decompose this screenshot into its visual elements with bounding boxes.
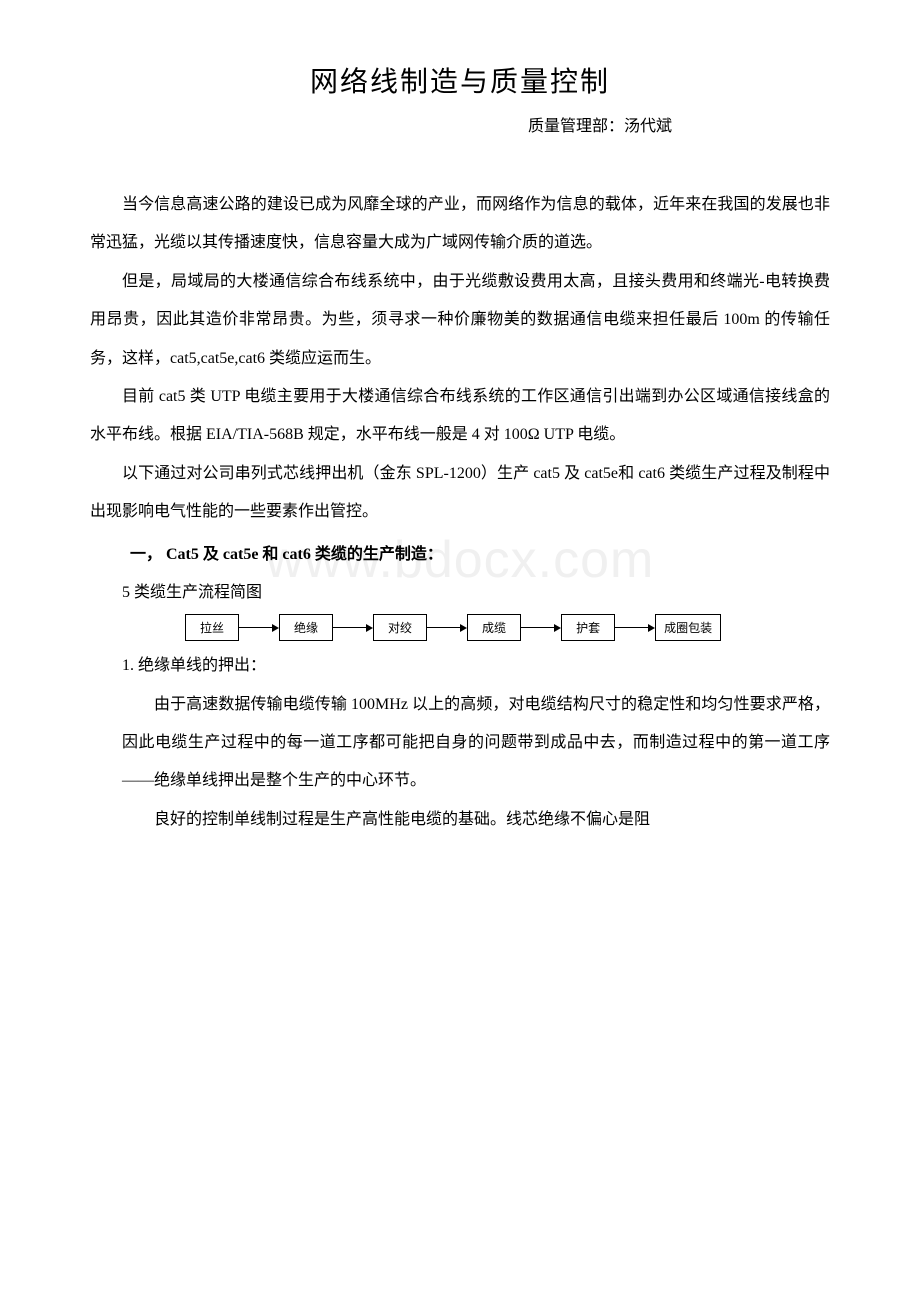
- subsection-1-paragraph-1: 由于高速数据传输电缆传输 100MHz 以上的高频，对电缆结构尺寸的稳定性和均匀…: [122, 686, 830, 801]
- paragraph-1: 当今信息高速公路的建设已成为风靡全球的产业，而网络作为信息的载体，近年来在我国的…: [90, 186, 830, 263]
- paragraph-4: 以下通过对公司串列式芯线押出机（金东 SPL-1200）生产 cat5 及 ca…: [90, 455, 830, 532]
- flow-arrow-icon: [239, 627, 279, 628]
- flow-arrow-icon: [333, 627, 373, 628]
- document-subtitle: 质量管理部：汤代斌: [370, 112, 830, 136]
- flow-box-6: 成圈包装: [655, 614, 721, 641]
- paragraph-3: 目前 cat5 类 UTP 电缆主要用于大楼通信综合布线系统的工作区通信引出端到…: [90, 378, 830, 455]
- document-title: 网络线制造与质量控制: [90, 60, 830, 100]
- flow-box-4: 成缆: [467, 614, 521, 641]
- flow-arrow-icon: [427, 627, 467, 628]
- paragraph-2: 但是，局域局的大楼通信综合布线系统中，由于光缆敷设费用太高，且接头费用和终端光-…: [90, 263, 830, 378]
- subsection-1-paragraph-2: 良好的控制单线制过程是生产高性能电缆的基础。线芯绝缘不偏心是阻: [122, 801, 830, 839]
- flow-box-5: 护套: [561, 614, 615, 641]
- flowchart-container: 拉丝 绝缘 对绞 成缆 护套 成圈包装: [185, 614, 830, 641]
- flow-arrow-icon: [521, 627, 561, 628]
- flowchart-label: 5 类缆生产流程简图: [90, 574, 830, 612]
- flow-arrow-icon: [615, 627, 655, 628]
- subsection-1-heading: 1. 绝缘单线的押出：: [90, 647, 830, 685]
- section-1-heading: 一， Cat5 及 cat5e 和 cat6 类缆的生产制造：: [90, 536, 830, 574]
- flow-box-1: 拉丝: [185, 614, 239, 641]
- flow-box-2: 绝缘: [279, 614, 333, 641]
- flow-box-3: 对绞: [373, 614, 427, 641]
